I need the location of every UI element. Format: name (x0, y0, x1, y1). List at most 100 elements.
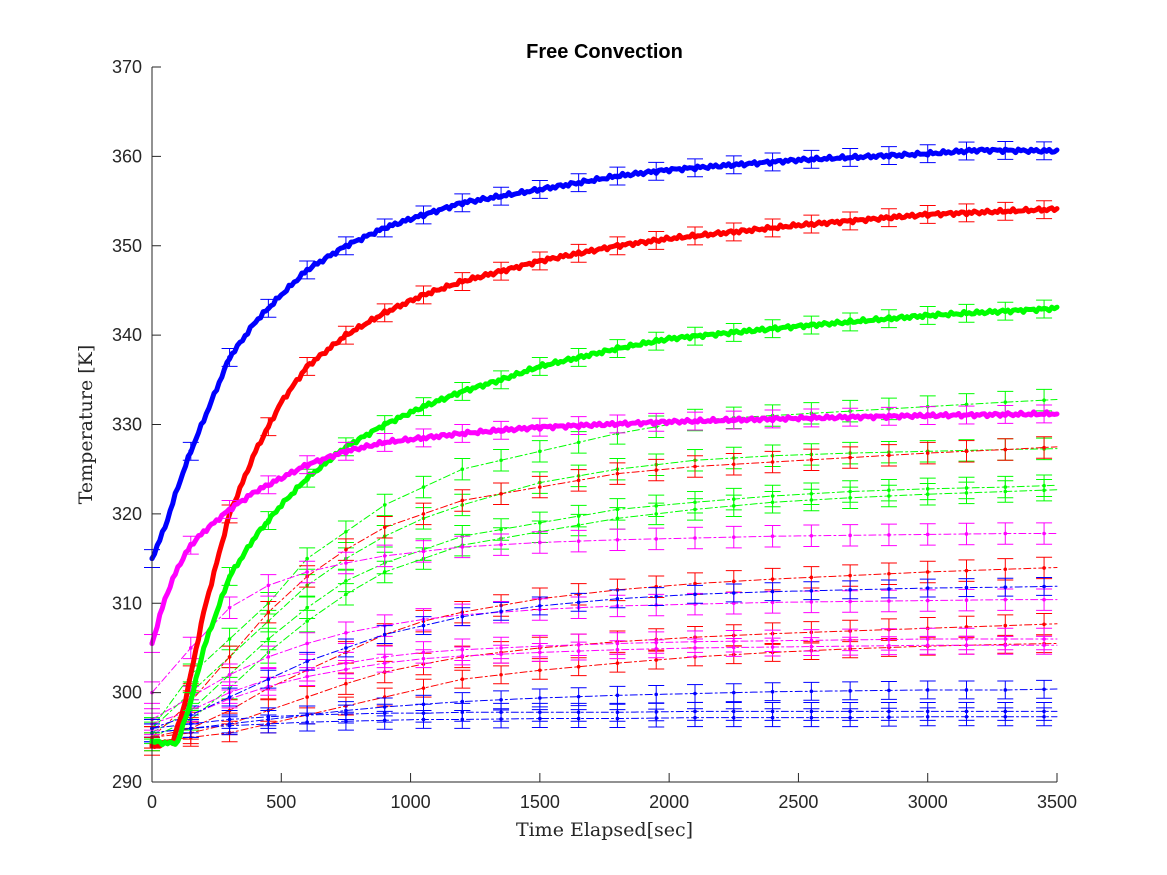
error-bar (1036, 522, 1053, 545)
error-bar (842, 636, 859, 656)
data-point (809, 689, 814, 694)
error-bar (531, 642, 548, 662)
error-bar (764, 708, 781, 728)
error-bar (609, 236, 626, 256)
error-bar (880, 208, 897, 228)
data-point (615, 471, 620, 476)
error-bar (842, 486, 859, 510)
data-point (964, 402, 969, 407)
data-point (808, 415, 814, 421)
data-point (460, 467, 465, 471)
data-point (848, 573, 852, 578)
data-point (654, 468, 659, 472)
data-point (731, 535, 736, 539)
data-point (188, 646, 193, 650)
data-point (499, 491, 503, 496)
error-bar (493, 370, 510, 390)
data-point (925, 688, 930, 692)
data-point (693, 691, 697, 696)
data-point (886, 413, 892, 419)
data-point (576, 523, 581, 527)
error-bar (880, 309, 897, 329)
x-tick-label: 1000 (391, 792, 431, 812)
data-point (964, 643, 969, 648)
error-bar (958, 481, 975, 505)
data-point (265, 424, 271, 430)
data-point (693, 715, 697, 720)
error-bar (1036, 436, 1053, 459)
error-bar (880, 484, 897, 508)
series-layer (144, 140, 1060, 756)
error-bar (958, 440, 975, 463)
data-point (887, 587, 891, 591)
series-line (149, 409, 1060, 647)
error-bar (260, 475, 277, 495)
error-bar (221, 716, 238, 736)
error-bar (260, 417, 277, 437)
x-tick-label: 2000 (649, 792, 689, 812)
series-20-blue-dash (144, 707, 1058, 743)
x-tick-label: 3000 (908, 792, 948, 812)
error-bar (842, 681, 859, 701)
error-bar (493, 709, 510, 729)
error-bar (609, 589, 626, 609)
data-point (1041, 207, 1047, 213)
data-point (538, 716, 542, 721)
data-point (421, 549, 426, 554)
data-point (887, 599, 891, 603)
data-point (693, 507, 697, 512)
error-bar (493, 482, 510, 505)
error-bar (803, 681, 820, 701)
error-bar (725, 222, 742, 242)
data-point (770, 589, 775, 594)
data-point (344, 579, 348, 583)
data-point (847, 218, 853, 224)
error-bar (299, 455, 316, 475)
error-bar (1036, 200, 1053, 220)
error-bar (570, 709, 587, 728)
data-point (964, 310, 969, 316)
error-bar (958, 203, 975, 223)
error-bar (725, 683, 742, 703)
data-point (537, 186, 543, 192)
data-point (731, 591, 736, 595)
data-point (460, 699, 465, 704)
data-point (615, 647, 620, 652)
chart-title: Free Convection (526, 41, 683, 63)
data-point (1042, 445, 1046, 450)
error-bar (337, 551, 354, 575)
data-point (305, 720, 309, 724)
error-bar (454, 272, 471, 291)
error-bar (260, 645, 277, 669)
data-point (266, 655, 271, 659)
data-point (538, 485, 542, 489)
x-tick-label: 500 (266, 792, 296, 812)
error-bar (376, 218, 393, 238)
data-point (770, 689, 775, 694)
data-point (227, 655, 232, 659)
data-point (344, 592, 348, 597)
error-bar (687, 498, 703, 521)
error-bar (493, 186, 510, 206)
data-point (809, 588, 814, 593)
error-bar (570, 633, 587, 657)
data-point (1002, 411, 1008, 417)
error-bar (725, 453, 742, 476)
data-point (421, 656, 426, 661)
data-point (847, 154, 853, 160)
data-point (848, 495, 852, 500)
data-point (731, 462, 736, 467)
error-bar (803, 315, 820, 335)
series-line (151, 599, 1058, 720)
data-point (304, 267, 310, 273)
series-8-green-dash (144, 478, 1058, 749)
data-point (421, 404, 426, 410)
error-bar (958, 405, 975, 425)
error-bar (493, 533, 510, 556)
error-bar (764, 409, 781, 429)
data-point (848, 689, 852, 693)
error-bar (260, 669, 277, 689)
error-bar (182, 535, 199, 555)
data-point (382, 310, 388, 316)
error-bar (842, 446, 859, 469)
